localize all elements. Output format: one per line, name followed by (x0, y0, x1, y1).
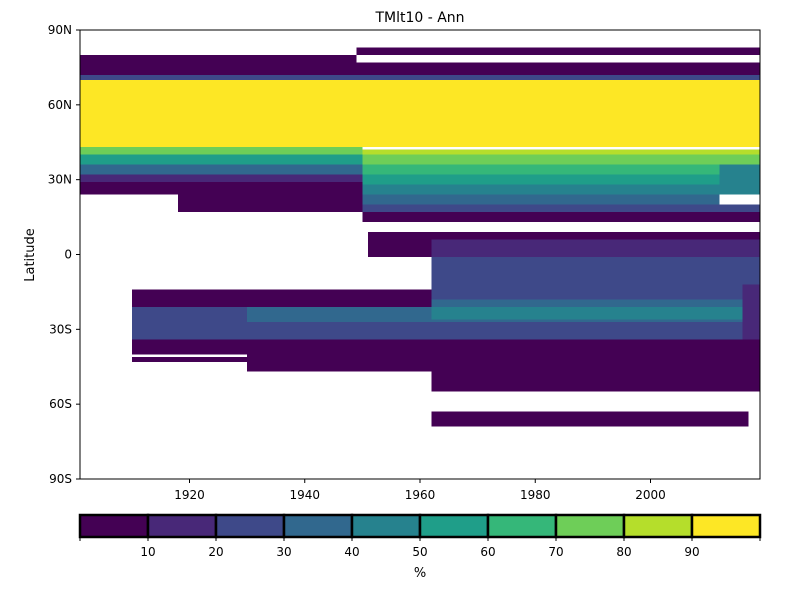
heatmap-cell (80, 154, 363, 165)
colorbar-segment (214, 513, 286, 539)
y-tick-label: 90S (49, 472, 72, 486)
colorbar-segment (418, 513, 490, 539)
colorbar: 10 20 30 40 50 60 70 80 90 (78, 513, 762, 559)
heatmap-cell (80, 174, 363, 183)
colorbar-tick-label: 60 (480, 545, 495, 559)
heatmap-cell (362, 212, 760, 223)
y-tick-label: 60N (48, 98, 72, 112)
x-tick-label: 2000 (635, 488, 666, 502)
chart-title: TMlt10 - Ann (374, 10, 464, 26)
heatmap-cell (362, 149, 760, 155)
y-tick-label: 60S (49, 397, 72, 411)
heatmap-cell (431, 411, 749, 427)
x-tick-label: 1920 (174, 488, 205, 502)
heatmap-cell (362, 154, 760, 165)
heatmap-cell (131, 289, 432, 307)
colorbar-tick-label: 20 (208, 545, 223, 559)
x-axis: 1920 1940 1960 1980 2000 (174, 479, 666, 502)
heatmap-cell (247, 306, 432, 322)
heatmap-cell (431, 299, 743, 307)
heatmap-cell (368, 239, 432, 257)
heatmap-cell (177, 194, 363, 213)
colorbar-tick-label: 30 (276, 545, 291, 559)
heatmap-cell (80, 54, 357, 63)
colorbar-segment (690, 513, 762, 539)
y-axis-label: Latitude (23, 228, 38, 282)
heatmap-cell (80, 147, 363, 155)
heatmap-cell (431, 306, 743, 320)
heatmap-cell (431, 256, 760, 285)
heatmap-cell (80, 74, 760, 80)
colorbar-segment (146, 513, 218, 539)
colorbar-tick-label: 40 (344, 545, 359, 559)
heatmap-cell (368, 232, 760, 240)
heatmap-cell (431, 339, 760, 392)
heatmap-cell (131, 306, 248, 322)
heatmap-cell (362, 204, 760, 213)
colorbar-segment (622, 513, 694, 539)
heatmap-cell (80, 164, 363, 175)
colorbar-label: % (414, 566, 426, 581)
heatmap-cell (362, 184, 720, 195)
y-tick-label: 30S (49, 322, 72, 336)
colorbar-tick-label: 50 (412, 545, 427, 559)
colorbar-tick-label: 70 (548, 545, 563, 559)
heatmap-cell (356, 47, 760, 55)
x-tick-label: 1960 (405, 488, 436, 502)
colorbar-segment (554, 513, 626, 539)
x-tick-label: 1980 (520, 488, 551, 502)
heatmap-cell (431, 239, 760, 257)
heatmap-area (80, 47, 760, 427)
y-axis: 90N 60N 30N 0 30S 60S 90S (48, 23, 80, 486)
heatmap-cell (362, 174, 720, 185)
colorbar-segment (78, 513, 150, 539)
heatmap-cell (431, 284, 743, 300)
colorbar-tick-label: 80 (616, 545, 631, 559)
heatmap-cell (80, 182, 363, 195)
heatmap-cell (719, 164, 760, 195)
heatmap-cell (80, 79, 760, 148)
y-tick-label: 0 (64, 248, 72, 262)
heatmap-cell (131, 339, 432, 355)
heatmap-cell (362, 164, 720, 175)
colorbar-tick-label: 10 (140, 545, 155, 559)
heatmap-cell (247, 354, 432, 372)
heatmap-cell (131, 321, 743, 340)
colorbar-segment (282, 513, 354, 539)
y-tick-label: 90N (48, 23, 72, 37)
heatmap-cell (742, 284, 760, 340)
heatmap-cell (131, 356, 248, 362)
y-tick-label: 30N (48, 173, 72, 187)
colorbar-segment (486, 513, 558, 539)
colorbar-segment (350, 513, 422, 539)
heatmap-cell (80, 62, 760, 75)
heatmap-cell (362, 194, 720, 205)
x-tick-label: 1940 (289, 488, 320, 502)
colorbar-tick-label: 90 (684, 545, 699, 559)
